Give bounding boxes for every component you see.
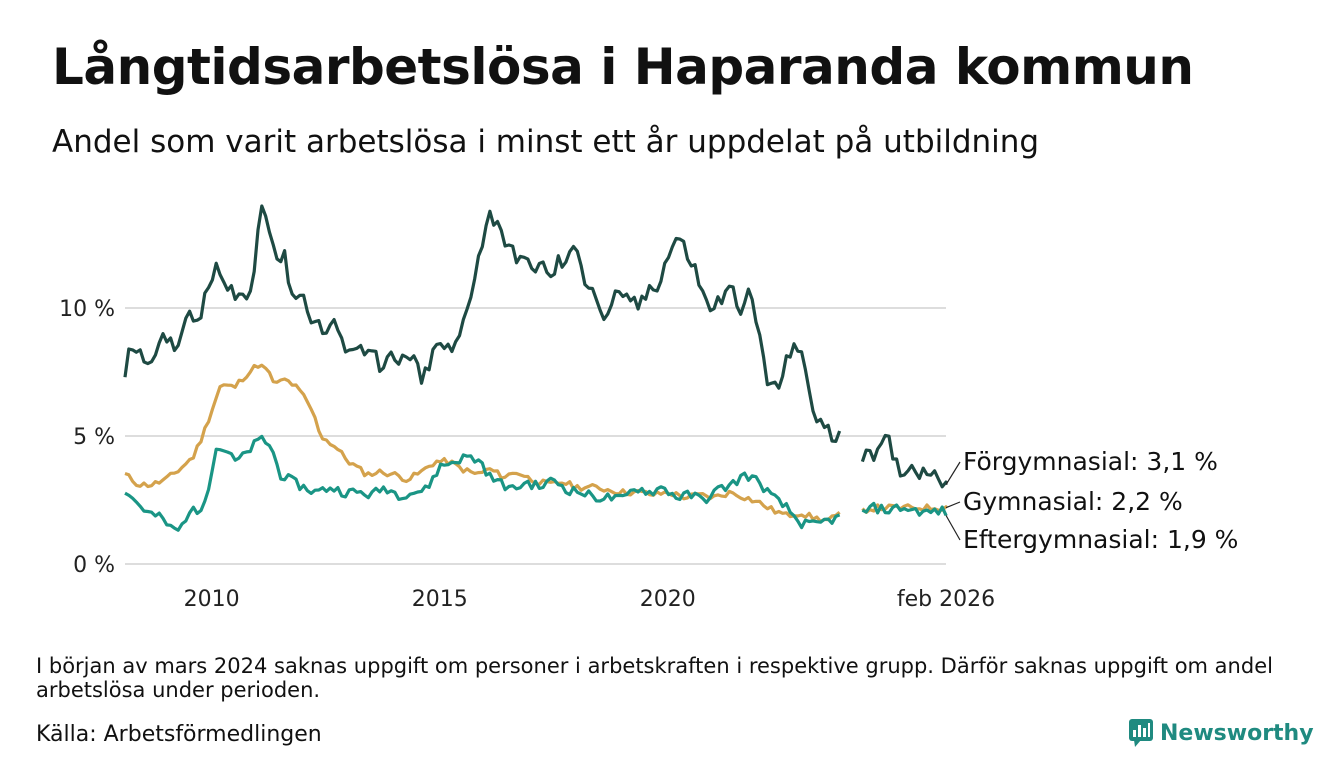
- series-line-gymnasial: [124, 363, 948, 524]
- footnote: I början av mars 2024 saknas uppgift om …: [36, 654, 1273, 702]
- gridlines: [125, 307, 946, 565]
- chart-bubble-icon: [1129, 719, 1153, 747]
- chart-subtitle: Andel som varit arbetslösa i minst ett å…: [52, 124, 1040, 160]
- y-tick-label: 5 %: [73, 425, 115, 450]
- leader-line: [945, 515, 961, 541]
- series-lines: [123, 204, 948, 532]
- leader-line: [945, 501, 961, 509]
- series-line-förgymnasial: [123, 204, 948, 489]
- end-label-förgymnasial: Förgymnasial: 3,1 %: [963, 447, 1218, 476]
- series-line-eftergymnasial: [124, 434, 948, 532]
- end-labels: Förgymnasial: 3,1 % Gymnasial: 2,2 % Efter…: [945, 447, 1238, 554]
- brand-name: Newsworthy: [1160, 720, 1314, 746]
- leader-line: [945, 461, 961, 485]
- end-label-eftergymnasial: Eftergymnasial: 1,9 %: [963, 525, 1238, 554]
- x-axis: 2010 2015 2020 feb 2026: [184, 587, 995, 612]
- source-note: Källa: Arbetsförmedlingen: [36, 722, 322, 747]
- x-tick-label: 2015: [412, 587, 468, 612]
- y-tick-label: 0 %: [73, 553, 115, 578]
- x-tick-label: 2010: [184, 587, 240, 612]
- y-tick-label: 10 %: [59, 297, 115, 322]
- x-tick-label: 2020: [640, 587, 696, 612]
- line-chart: 0 % 5 % 10 % 2010 2015 2020 feb 2026 Förgymna…: [59, 204, 1238, 612]
- y-axis: 0 % 5 % 10 %: [59, 297, 115, 578]
- end-label-gymnasial: Gymnasial: 2,2 %: [963, 487, 1183, 516]
- newsworthy-logo[interactable]: Newsworthy: [1128, 718, 1314, 748]
- chart-title: Långtidsarbetslösa i Haparanda kommun: [52, 38, 1194, 96]
- x-tick-label: feb 2026: [897, 587, 995, 612]
